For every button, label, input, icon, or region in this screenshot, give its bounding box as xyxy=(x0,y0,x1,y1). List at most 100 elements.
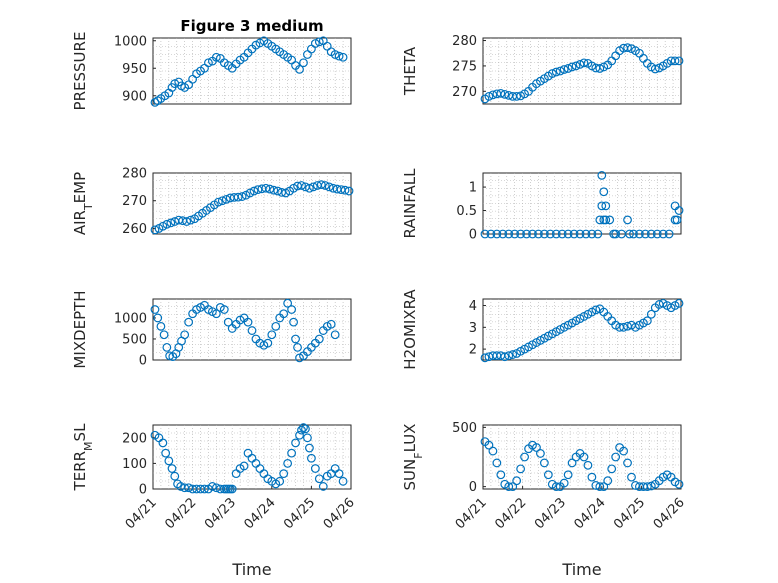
data-point xyxy=(314,334,324,344)
data-point xyxy=(318,482,328,491)
grid xyxy=(153,425,351,489)
data-point xyxy=(480,353,490,363)
data-point xyxy=(338,52,348,62)
grid xyxy=(153,173,351,234)
grid xyxy=(483,425,681,489)
data-point xyxy=(344,186,354,196)
data-point xyxy=(512,476,522,486)
data-point xyxy=(162,342,172,352)
data-point xyxy=(591,305,601,315)
data-point xyxy=(291,438,300,448)
data-point xyxy=(557,229,567,239)
data-point xyxy=(204,58,213,68)
data-point xyxy=(539,458,549,468)
data-point xyxy=(623,215,632,225)
data-point xyxy=(166,218,176,228)
y-tick-label: 275 xyxy=(452,59,477,74)
data-point xyxy=(310,464,320,473)
x-tick-label: 04/26 xyxy=(321,495,358,532)
data-point xyxy=(674,298,684,308)
data-point xyxy=(221,194,231,204)
data-point xyxy=(299,423,308,432)
data-point xyxy=(326,319,336,329)
data-point xyxy=(581,229,591,239)
y-tick-label: 500 xyxy=(122,332,147,347)
data-point xyxy=(611,229,621,239)
data-point xyxy=(283,459,293,468)
data-point xyxy=(186,215,196,225)
data-point xyxy=(249,186,259,196)
data-point xyxy=(528,229,537,239)
data-point xyxy=(305,183,314,193)
data-point xyxy=(320,181,330,190)
data-point xyxy=(496,470,506,480)
data-point xyxy=(623,458,632,468)
subplot-theta: 270 275 280 THETA xyxy=(401,34,684,105)
data-point xyxy=(314,474,324,484)
data-point xyxy=(629,229,638,239)
data-point xyxy=(567,62,577,72)
data-point xyxy=(150,305,160,314)
data-point xyxy=(484,440,494,450)
data-point xyxy=(480,229,490,239)
data-point xyxy=(334,51,344,61)
data-point xyxy=(161,448,171,458)
chart-title: Figure 3 medium xyxy=(180,17,323,35)
subplot-h2omixra: 2 3 4 H2OMIXRA xyxy=(401,289,684,370)
data-point xyxy=(267,330,277,340)
data-point xyxy=(646,309,656,319)
y-axis-label: RAINFALL xyxy=(401,168,419,239)
x-tick-label: 04/25 xyxy=(611,495,648,532)
data-point xyxy=(164,456,174,466)
y-tick-label: 0 xyxy=(139,354,147,369)
data-point xyxy=(500,352,510,362)
data-point xyxy=(563,229,573,239)
x-tick-label: 04/25 xyxy=(281,495,318,532)
data-point xyxy=(642,316,652,326)
subplot-air-temp: 260 270 280 AIRTEMP xyxy=(71,167,354,237)
data-point xyxy=(227,484,237,494)
data-point xyxy=(299,58,308,68)
data-point xyxy=(233,192,243,202)
data-point xyxy=(247,326,257,335)
data-point xyxy=(265,184,275,194)
data-point xyxy=(512,91,522,101)
y-axis-label: MIXDEPTH xyxy=(71,290,89,368)
x-tick-label: 04/24 xyxy=(242,495,279,532)
data-point xyxy=(559,65,569,74)
data-point xyxy=(543,470,553,480)
data-point xyxy=(601,215,611,225)
data-point xyxy=(167,464,177,473)
data-point xyxy=(488,446,498,456)
data-point xyxy=(642,482,652,492)
x-axis-label: Time xyxy=(561,560,601,579)
data-point xyxy=(595,482,605,492)
y-axis-label: THETA xyxy=(401,46,419,96)
data-point xyxy=(652,229,662,239)
data-point xyxy=(273,186,283,196)
data-point xyxy=(498,229,508,239)
data-point xyxy=(492,458,502,468)
data-point xyxy=(555,66,565,76)
data-point xyxy=(674,479,684,489)
data-point xyxy=(293,342,302,352)
y-tick-label: 270 xyxy=(122,194,147,209)
data-point xyxy=(595,215,605,225)
y-tick-label: 1 xyxy=(469,181,477,196)
data-point xyxy=(619,322,628,332)
data-point xyxy=(158,438,168,448)
y-tick-label: 4 xyxy=(469,299,477,314)
data-point xyxy=(593,229,603,239)
data-point xyxy=(516,464,526,474)
y-tick-label: 900 xyxy=(122,89,147,104)
data-point xyxy=(504,482,514,492)
data-point xyxy=(159,330,169,340)
data-point xyxy=(508,482,518,492)
data-point xyxy=(579,58,589,68)
data-point xyxy=(314,37,324,47)
y-axis-label: AIRTEMP xyxy=(71,172,95,235)
data-point xyxy=(170,471,180,481)
data-point xyxy=(211,309,221,319)
data-point xyxy=(287,305,297,314)
data-point xyxy=(510,229,520,239)
